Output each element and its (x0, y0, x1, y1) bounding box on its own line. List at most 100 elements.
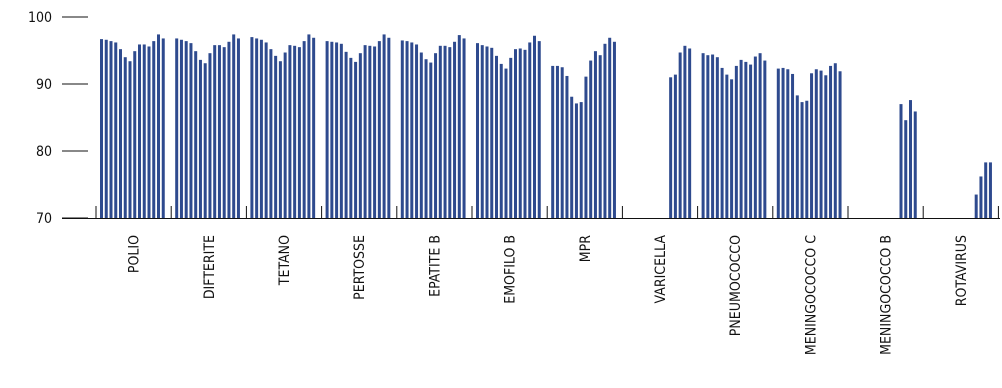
bar (157, 34, 160, 218)
x-tick-label: POLIO (127, 235, 143, 273)
bar (537, 41, 541, 219)
bar (476, 43, 479, 218)
bar (495, 55, 498, 218)
bar (744, 61, 748, 218)
bar (100, 39, 103, 218)
bar (565, 75, 569, 219)
bar (829, 65, 833, 218)
bar (551, 65, 555, 218)
x-tick-label: EPATITE B (427, 235, 443, 297)
bar (776, 68, 780, 218)
bar (584, 76, 588, 218)
bar (255, 38, 259, 218)
bar (198, 59, 202, 218)
bar (715, 57, 719, 219)
bar (560, 67, 564, 218)
bar (250, 37, 254, 218)
bar (683, 45, 687, 219)
bar (194, 51, 198, 218)
bar (504, 68, 508, 218)
bar (819, 70, 823, 218)
bar (786, 69, 790, 218)
bar (330, 41, 334, 218)
bar (499, 63, 503, 219)
bar (434, 53, 438, 219)
bar (979, 176, 983, 218)
bar (720, 67, 724, 218)
bar (119, 49, 122, 218)
bar (335, 42, 339, 219)
bar (701, 53, 705, 219)
bar (833, 63, 837, 219)
bar (673, 74, 677, 219)
bar (579, 102, 583, 218)
bar (589, 60, 593, 218)
bar (363, 45, 367, 218)
bar (114, 42, 118, 219)
x-tick-label: PNEUMOCOCCO (728, 235, 744, 336)
bar (824, 75, 828, 218)
bar (274, 55, 278, 218)
bar (457, 35, 461, 219)
bar (175, 38, 179, 218)
bar (913, 111, 917, 218)
bar (448, 47, 452, 219)
bar (377, 41, 381, 219)
bar (297, 47, 301, 219)
bar (749, 64, 753, 218)
bar (528, 42, 532, 219)
bar (904, 120, 908, 218)
bar (344, 51, 348, 219)
bar (222, 47, 226, 219)
y-tick-label: 70 (36, 211, 52, 227)
bar (400, 40, 404, 219)
bar (302, 41, 306, 219)
x-tick-label: MENINGOCOCCO B (879, 235, 895, 355)
y-tick-label: 80 (36, 144, 52, 160)
bar (984, 162, 988, 218)
bar (213, 45, 217, 218)
bar (283, 52, 287, 219)
bar (189, 43, 193, 218)
bar (480, 45, 484, 218)
bar (354, 61, 358, 218)
bar (123, 57, 127, 219)
x-tick-label: EMOFILO B (503, 235, 519, 304)
x-tick-label: ROTAVIRUS (954, 235, 970, 306)
bar (382, 34, 386, 218)
bar (307, 34, 311, 218)
bar (179, 39, 183, 218)
x-tick-label: PERTOSSE (352, 235, 368, 300)
bar (730, 79, 734, 218)
bar (349, 57, 353, 219)
bar (415, 44, 419, 218)
bar (208, 53, 212, 219)
bar (264, 42, 268, 219)
bar (523, 49, 527, 218)
bar (603, 43, 607, 218)
bar (368, 45, 372, 219)
bar (161, 38, 165, 218)
bar (387, 37, 391, 218)
bar (424, 59, 428, 219)
bar (711, 54, 715, 218)
bar (725, 74, 729, 219)
bar (138, 44, 141, 218)
bar (269, 49, 273, 218)
bar (358, 53, 362, 219)
bar (259, 39, 263, 218)
bar (669, 77, 673, 218)
bar (142, 44, 146, 218)
bar (312, 37, 316, 218)
bar (278, 61, 282, 218)
bar (688, 48, 692, 218)
bar (678, 52, 682, 219)
bar (443, 45, 447, 219)
bar (236, 38, 240, 218)
bar (490, 47, 494, 218)
bar (147, 46, 151, 219)
bar (419, 52, 423, 219)
bar (453, 41, 457, 218)
bar (217, 45, 221, 218)
bar (909, 100, 912, 218)
